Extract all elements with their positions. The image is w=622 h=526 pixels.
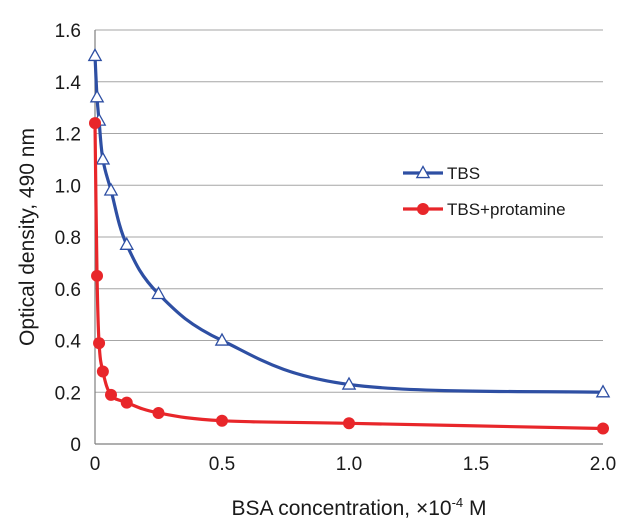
series-tbs bbox=[87, 48, 611, 398]
data-point-tbs-7 bbox=[214, 332, 230, 346]
y-tick-label-0-2: 0.2 bbox=[55, 383, 81, 404]
data-point-tbs-protamine-8 bbox=[343, 417, 355, 430]
data-point-tbs-protamine-1 bbox=[91, 269, 104, 282]
y-axis-ticks: 0 0.2 0.4 0.6 0.8 1.0 1.2 1.4 1.6 bbox=[55, 21, 82, 456]
y-tick-label-1-2: 1.2 bbox=[55, 125, 81, 146]
data-point-tbs-3 bbox=[95, 151, 111, 165]
x-tick-label-1-5: 1.5 bbox=[463, 454, 489, 475]
y-tick-label-1-0: 1.0 bbox=[55, 176, 81, 197]
x-axis-title-exponent: -4 bbox=[452, 495, 464, 510]
series-tbs-protamine bbox=[89, 117, 609, 435]
x-axis-title-prefix: BSA concentration, ×10 bbox=[232, 497, 452, 520]
data-point-tbs-protamine-4 bbox=[105, 388, 118, 401]
x-axis-title-suffix: M bbox=[463, 497, 486, 520]
legend-item-tbs-protamine: TBS+protamine bbox=[403, 200, 566, 219]
x-axis-title: BSA concentration, ×10-4 M bbox=[232, 495, 487, 520]
x-tick-label-1-0: 1.0 bbox=[336, 454, 362, 475]
data-point-tbs-protamine-6 bbox=[152, 406, 165, 419]
legend-marker-tbs bbox=[415, 165, 431, 179]
data-point-tbs-9 bbox=[595, 384, 611, 398]
y-tick-label-0-8: 0.8 bbox=[55, 228, 81, 249]
x-axis-ticks: 0 0.5 1.0 1.5 2.0 bbox=[90, 454, 617, 475]
legend: TBS TBS+protamine bbox=[403, 164, 566, 219]
data-point-tbs-protamine-3 bbox=[96, 365, 109, 378]
series-line-tbs bbox=[93, 55, 604, 394]
data-point-tbs-6 bbox=[151, 286, 166, 300]
data-point-tbs-protamine-2 bbox=[93, 337, 106, 350]
data-point-tbs-5 bbox=[119, 236, 135, 250]
data-point-tbs-0 bbox=[87, 48, 103, 62]
data-point-tbs-4 bbox=[103, 182, 119, 196]
legend-item-tbs: TBS bbox=[403, 164, 480, 183]
legend-label-tbs-protamine: TBS+protamine bbox=[447, 200, 566, 219]
data-point-tbs-protamine-0 bbox=[89, 117, 101, 130]
data-point-tbs-protamine-5 bbox=[120, 396, 133, 409]
x-tick-label-0: 0 bbox=[90, 454, 101, 475]
x-tick-label-2-0: 2.0 bbox=[590, 454, 616, 475]
y-tick-label-0-6: 0.6 bbox=[55, 280, 81, 301]
x-tick-label-0-5: 0.5 bbox=[209, 454, 235, 475]
y-tick-label-0: 0 bbox=[70, 435, 81, 456]
y-tick-label-1-6: 1.6 bbox=[55, 21, 81, 42]
data-point-tbs-protamine-7 bbox=[216, 414, 228, 427]
y-tick-label-0-4: 0.4 bbox=[55, 332, 82, 353]
data-point-tbs-protamine-9 bbox=[597, 422, 609, 435]
data-point-tbs-8 bbox=[341, 376, 357, 390]
legend-label-tbs: TBS bbox=[447, 164, 480, 183]
series-layer bbox=[87, 48, 611, 435]
y-axis-title: Optical density, 490 nm bbox=[16, 128, 39, 346]
legend-marker-tbs-protamine bbox=[417, 203, 429, 215]
y-tick-label-1-4: 1.4 bbox=[55, 73, 82, 94]
grid-lines bbox=[95, 29, 603, 393]
data-point-tbs-1 bbox=[89, 89, 105, 103]
